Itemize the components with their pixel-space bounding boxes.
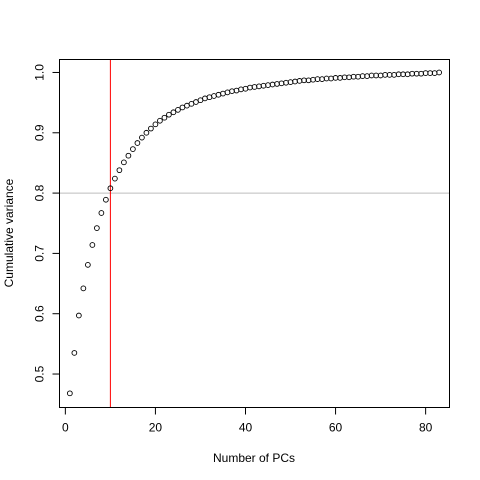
data-point (67, 390, 73, 397)
data-point (247, 84, 253, 91)
data-point (215, 91, 222, 98)
data-point (76, 312, 82, 319)
data-point (256, 83, 262, 90)
data-point (98, 210, 105, 216)
data-point (130, 146, 136, 152)
data-point (310, 76, 316, 83)
data-point (278, 80, 285, 87)
data-point (206, 94, 213, 101)
y-tick-label: 1.0 (33, 64, 47, 81)
plot-frame (59, 59, 450, 408)
x-tick-label: 60 (329, 421, 343, 435)
data-point (161, 114, 168, 121)
data-point (274, 81, 280, 87)
data-point (166, 111, 172, 118)
x-tick-label: 80 (419, 421, 433, 435)
data-point (296, 78, 303, 84)
data-point (292, 78, 298, 85)
data-point (148, 125, 154, 132)
x-tick-label: 20 (149, 421, 163, 435)
data-point (94, 225, 100, 231)
y-axis: 0.5 0.6 0.7 0.8 0.9 1.0 (33, 64, 60, 382)
x-axis: 0 20 40 60 80 (62, 407, 433, 435)
data-point (125, 152, 132, 159)
x-tick-label: 0 (62, 421, 69, 435)
data-point (242, 85, 249, 92)
data-point (152, 121, 159, 128)
data-point (265, 82, 271, 88)
data-point (170, 109, 177, 116)
data-point (107, 185, 114, 192)
data-point (229, 88, 235, 95)
y-tick-label: 0.8 (33, 184, 47, 201)
y-tick-label: 0.9 (33, 124, 47, 141)
data-point (283, 79, 289, 86)
data-point (175, 107, 181, 113)
y-tick-label: 0.7 (33, 245, 47, 262)
data-point (224, 89, 231, 96)
data-point (211, 93, 217, 99)
data-point (220, 90, 226, 97)
data-point (103, 196, 109, 203)
data-point (287, 79, 294, 85)
x-tick-label: 40 (239, 421, 253, 435)
data-point (143, 129, 150, 136)
data-point (134, 140, 141, 146)
data-point (157, 117, 163, 124)
y-tick-label: 0.6 (33, 305, 47, 322)
data-point (116, 167, 123, 174)
data-point (260, 82, 267, 89)
data-point (436, 69, 442, 76)
data-point (112, 175, 118, 182)
data-point (269, 81, 276, 88)
data-point (80, 285, 87, 292)
plot-region (59, 59, 450, 408)
data-point (233, 87, 240, 94)
data-point (71, 350, 78, 356)
data-point (251, 84, 258, 90)
data-point (89, 242, 96, 248)
data-point (202, 95, 208, 102)
data-point (238, 86, 244, 93)
x-axis-label: Number of PCs (213, 451, 295, 465)
y-tick-label: 0.5 (33, 365, 47, 382)
data-point (85, 262, 91, 268)
data-point (139, 134, 145, 141)
data-point (121, 159, 127, 166)
y-axis-label: Cumulative variance (2, 178, 16, 287)
